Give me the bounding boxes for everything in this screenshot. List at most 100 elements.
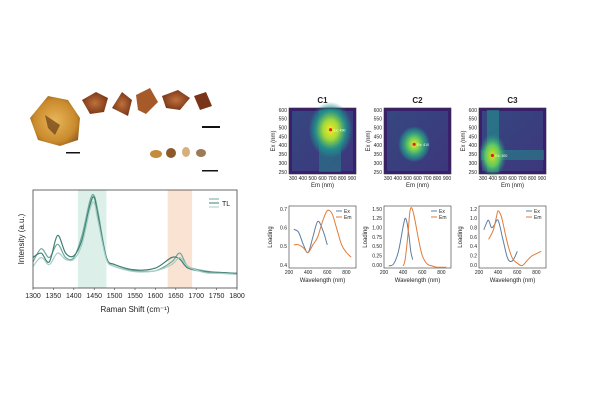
amber-fragment-2 <box>112 92 132 116</box>
loading-ytick-label: 0.7 <box>280 207 287 213</box>
loading-xlabel: Wavelength (nm) <box>395 278 440 284</box>
eem-ytick-label: 350 <box>374 152 383 158</box>
raman-series-line <box>32 196 238 274</box>
eem-xtick-label: 500 <box>308 176 317 182</box>
raman-band-orange <box>167 190 193 288</box>
eem-ytick-label: 600 <box>279 108 288 114</box>
raman-xlabel: Raman Shift (cm⁻¹) <box>100 305 169 314</box>
eem-ytick-label: 350 <box>279 152 288 158</box>
loading-legend-label: Em <box>344 215 352 221</box>
amber-fragment-5 <box>194 92 212 110</box>
eem-peak-marker <box>490 153 494 158</box>
loading-ytick-label: 0.4 <box>280 263 287 269</box>
eem-ytick-label: 550 <box>279 117 288 123</box>
eem-peak-label: Ex: 490 <box>334 128 346 132</box>
eem-xlabel: Em (nm) <box>311 183 334 189</box>
loading-ytick-label: 0.0 <box>470 263 477 269</box>
eem-xlabel: Em (nm) <box>501 183 524 189</box>
scale-bar-3 <box>202 170 218 172</box>
loading-xtick-label: 200 <box>285 270 294 276</box>
eem-peak-label: Ex: 410 <box>417 143 429 147</box>
eem-xtick-label: 700 <box>423 176 432 182</box>
eem-frame <box>383 107 452 175</box>
loading-xtick-label: 200 <box>475 270 484 276</box>
raman-ylabel: Intensity (a.u.) <box>17 213 26 264</box>
raman-xtick-label: 1450 <box>86 293 102 300</box>
loading-em-line <box>293 209 352 258</box>
amber-photos <box>30 88 220 172</box>
raman-series-line <box>32 201 238 275</box>
loading-em-line <box>402 207 447 268</box>
eem-ytick-label: 450 <box>374 134 383 140</box>
eem-xlabel: Em (nm) <box>406 183 429 189</box>
loading-ex-line <box>293 220 328 254</box>
amber-fragment-3 <box>136 88 158 114</box>
loading-ylabel: Loading <box>268 226 274 247</box>
eem-ytick-label: 450 <box>279 134 288 140</box>
amber-bead-4 <box>196 149 206 157</box>
raman-legend-label: TL <box>222 201 230 208</box>
loading-xtick-label: 600 <box>513 270 522 276</box>
raman-xtick-label: 1500 <box>107 293 123 300</box>
scale-bar-1 <box>66 152 80 154</box>
eem-xtick-label: 900 <box>348 176 357 182</box>
raman-xtick-label: 1650 <box>168 293 184 300</box>
loading-xtick-label: 600 <box>418 270 427 276</box>
loading-xtick-label: 400 <box>399 270 408 276</box>
eem-xtick-label: 500 <box>498 176 507 182</box>
loading-ytick-label: 0.6 <box>280 225 287 231</box>
loading-legend-label: Ex <box>344 209 350 215</box>
eem-xtick-label: 400 <box>489 176 498 182</box>
eem-ytick-label: 600 <box>469 108 478 114</box>
raman-xtick-label: 1300 <box>25 293 41 300</box>
eem-frame <box>478 107 547 175</box>
eem-xtick-label: 800 <box>338 176 347 182</box>
eem-xtick-label: 300 <box>289 176 298 182</box>
eem-xtick-label: 800 <box>433 176 442 182</box>
raman-chart: 1300 1350 1400 1450 1500 1550 1600 1650 1700 1750… <box>17 189 245 314</box>
eem-ytick-label: 500 <box>279 126 288 132</box>
scale-bar-2 <box>202 126 220 128</box>
raman-xtick-label: 1750 <box>209 293 225 300</box>
loading-xtick-label: 400 <box>304 270 313 276</box>
raman-xtick-label: 1600 <box>148 293 164 300</box>
eem-ytick-label: 350 <box>469 152 478 158</box>
loading-ytick-label: 0.2 <box>470 253 477 259</box>
eem-xtick-label: 600 <box>413 176 422 182</box>
eem-ytick-label: 300 <box>279 161 288 167</box>
eem-xtick-label: 800 <box>528 176 537 182</box>
loading-frame <box>383 205 452 269</box>
loading-ylabel: Loading <box>458 226 464 247</box>
loading-xtick-label: 800 <box>437 270 446 276</box>
eem-xtick-label: 700 <box>518 176 527 182</box>
eem-ylabel: Ex (nm) <box>461 130 467 151</box>
loading-em-line <box>488 210 542 267</box>
eem-ylabel: Ex (nm) <box>271 130 277 151</box>
loading-legend-label: Em <box>439 215 447 221</box>
eem-ytick-label: 250 <box>374 170 383 176</box>
eem-xtick-label: 900 <box>538 176 547 182</box>
eem-peak-marker <box>328 128 333 132</box>
amber-bead-1 <box>150 150 162 158</box>
loading-xtick-label: 200 <box>380 270 389 276</box>
loading-ytick-label: 1.2 <box>470 207 477 213</box>
eem-ytick-label: 400 <box>469 143 478 149</box>
eem-xtick-label: 400 <box>299 176 308 182</box>
raman-series-line <box>32 193 238 274</box>
eem-peak-marker <box>412 142 416 146</box>
loading-ytick-label: 0.75 <box>372 235 382 241</box>
raman-xtick-label: 1800 <box>229 293 245 300</box>
eem-ylabel: Ex (nm) <box>366 130 372 151</box>
eem-ytick-label: 550 <box>374 117 383 123</box>
eem-peak-label: Ex: 300 <box>495 154 507 158</box>
eem-ytick-label: 450 <box>469 134 478 140</box>
loading-xtick-label: 800 <box>532 270 541 276</box>
eem-xtick-label: 400 <box>394 176 403 182</box>
loading-ytick-label: 0.6 <box>470 235 477 241</box>
loading-ylabel: Loading <box>363 226 369 247</box>
loading-ytick-label: 0.50 <box>372 244 382 250</box>
loading-ytick-label: 1.00 <box>372 225 382 231</box>
